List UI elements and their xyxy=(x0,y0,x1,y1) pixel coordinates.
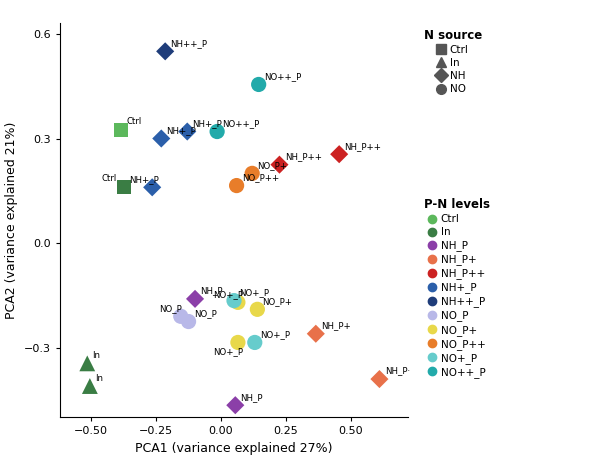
Point xyxy=(232,182,241,189)
Legend: Ctrl, In, NH_P, NH_P+, NH_P++, NH+_P, NH++_P, NO_P, NO_P+, NO_P++, NO+_P, NO++_P: Ctrl, In, NH_P, NH_P+, NH_P++, NH+_P, NH… xyxy=(424,198,490,378)
Point xyxy=(233,299,242,306)
X-axis label: PCA1 (variance explained 27%): PCA1 (variance explained 27%) xyxy=(135,442,333,455)
Text: Ctrl: Ctrl xyxy=(101,174,117,183)
Point xyxy=(253,306,262,313)
Text: In: In xyxy=(92,351,100,360)
Point xyxy=(247,170,257,177)
Point xyxy=(116,126,126,134)
Text: NH_P·: NH_P· xyxy=(385,367,410,376)
Point xyxy=(157,135,166,142)
Text: NH_P: NH_P xyxy=(241,393,263,402)
Text: NH_P++: NH_P++ xyxy=(284,152,322,161)
Text: NO_P: NO_P xyxy=(194,309,217,318)
Point xyxy=(233,339,242,346)
Point xyxy=(311,330,320,338)
Text: NO_P++: NO_P++ xyxy=(242,173,279,182)
Text: NO+_P: NO+_P xyxy=(260,330,290,339)
Text: NH_P: NH_P xyxy=(200,287,223,295)
Point xyxy=(212,128,222,135)
Text: NO++_P: NO++_P xyxy=(264,72,301,81)
Point xyxy=(182,128,192,135)
Point xyxy=(82,360,92,367)
Text: In: In xyxy=(95,373,103,383)
Point xyxy=(334,151,344,158)
Point xyxy=(230,401,240,409)
Point xyxy=(85,382,95,390)
Text: NH+_P: NH+_P xyxy=(193,119,222,128)
Text: NO_P+: NO_P+ xyxy=(263,297,293,306)
Point xyxy=(176,312,185,320)
Text: NO++_P: NO++_P xyxy=(223,119,260,128)
Point xyxy=(250,339,260,346)
Point xyxy=(119,183,128,191)
Text: NO+_P: NO+_P xyxy=(213,290,243,299)
Point xyxy=(148,183,157,191)
Text: NO+_P: NO+_P xyxy=(239,288,269,297)
Text: NH_P++: NH_P++ xyxy=(344,142,382,151)
Point xyxy=(254,81,263,88)
Text: Ctrl: Ctrl xyxy=(126,117,142,126)
Text: NH_P+: NH_P+ xyxy=(321,321,351,330)
Y-axis label: PCA2 (variance explained 21%): PCA2 (variance explained 21%) xyxy=(5,122,19,319)
Point xyxy=(184,318,193,325)
Point xyxy=(275,161,284,168)
Point xyxy=(229,297,239,304)
Text: NH+_P: NH+_P xyxy=(166,126,196,135)
Point xyxy=(190,295,200,303)
Point xyxy=(160,47,170,55)
Text: NH++_P: NH++_P xyxy=(170,39,208,48)
Text: NO_P: NO_P xyxy=(158,304,181,313)
Text: NH+_P: NH+_P xyxy=(129,175,158,184)
Text: NO+_P: NO+_P xyxy=(213,347,243,356)
Point xyxy=(374,375,384,383)
Text: NO_P+: NO_P+ xyxy=(257,161,287,170)
